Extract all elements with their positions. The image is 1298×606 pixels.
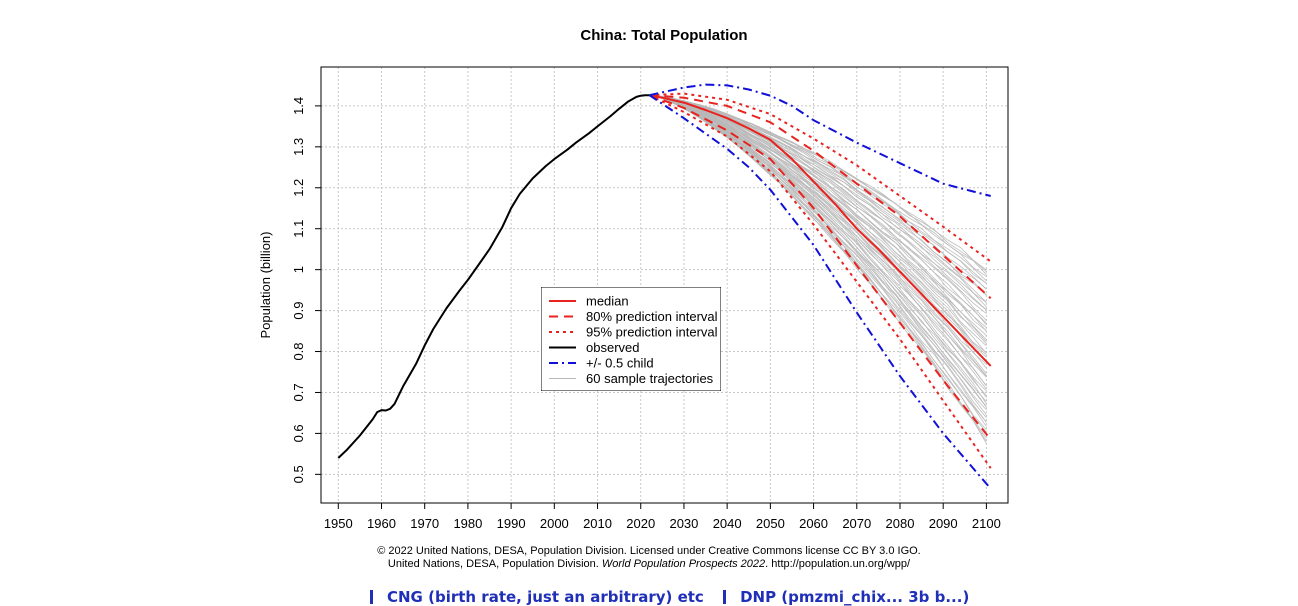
y-tick-label: 1 xyxy=(291,266,306,273)
sample-trajectory xyxy=(649,94,987,290)
sample-trajectory xyxy=(649,94,987,336)
y-tick-label: 1.3 xyxy=(291,138,306,156)
y-axis: 0.5 0.6 0.7 0.8 0.9 1 1.1 1.2 1.3 1.4 xyxy=(291,97,321,483)
x-axis: 1950 1960 1970 1980 1990 2000 2010 2020 2030 2040… xyxy=(324,503,1001,531)
source-suffix: . http://population.un.org/wpp/ xyxy=(765,558,911,570)
x-tick-label: 1990 xyxy=(497,516,526,531)
sample-trajectory xyxy=(649,94,987,387)
sample-trajectory xyxy=(649,94,987,377)
legend-label: 95% prediction interval xyxy=(586,325,718,340)
x-tick-label: 2100 xyxy=(972,516,1001,531)
legend-label: 60 sample trajectories xyxy=(586,371,714,386)
series-80-lower xyxy=(649,94,992,441)
x-tick-label: 2020 xyxy=(626,516,655,531)
source-title: World Population Prospects 2022 xyxy=(601,558,766,570)
y-tick-label: 0.8 xyxy=(291,342,306,360)
data-series xyxy=(337,83,992,490)
x-tick-label: 2010 xyxy=(583,516,612,531)
sample-trajectory xyxy=(649,94,987,439)
x-tick-label: 2070 xyxy=(842,516,871,531)
sample-trajectory xyxy=(649,94,987,303)
sample-trajectory xyxy=(649,94,987,315)
y-tick-label: 1.4 xyxy=(291,97,306,115)
legend-label: 80% prediction interval xyxy=(586,309,718,324)
x-tick-label: 1960 xyxy=(367,516,396,531)
y-tick-label: 0.7 xyxy=(291,383,306,401)
series-observed xyxy=(337,94,650,459)
series-95-lower xyxy=(648,94,992,469)
x-tick-label: 2090 xyxy=(929,516,958,531)
legend-box xyxy=(541,287,721,391)
plot-frame xyxy=(320,66,1009,504)
y-axis-label: Population (billion) xyxy=(258,232,273,339)
x-tick-label: 1970 xyxy=(410,516,439,531)
series-95-upper xyxy=(649,92,992,263)
copyright-caption: © 2022 United Nations, DESA, Population … xyxy=(377,545,921,557)
x-tick-label: 1980 xyxy=(453,516,482,531)
source-prefix: United Nations, DESA, Population Divisio… xyxy=(387,558,602,570)
link-right[interactable]: DNP (pmzmi_chix... 3b b...) xyxy=(740,588,970,606)
y-tick-label: 0.5 xyxy=(291,465,306,483)
sample-trajectory xyxy=(649,94,987,277)
legend-label: median xyxy=(586,294,629,309)
chart-title: China: Total Population xyxy=(580,27,747,44)
sample-trajectory xyxy=(649,94,987,284)
x-tick-label: 2050 xyxy=(756,516,785,531)
sample-trajectory xyxy=(649,94,987,362)
y-tick-label: 0.9 xyxy=(291,302,306,320)
x-tick-label: 1950 xyxy=(324,516,353,531)
y-tick-label: 1.2 xyxy=(291,179,306,197)
legend-label: observed xyxy=(586,340,639,355)
series-0-5-child xyxy=(649,83,991,197)
population-chart: China: Total Population 1950 1960 1970 1980… xyxy=(258,27,1009,531)
source-caption: United Nations, DESA, Population Divisio… xyxy=(0,558,1298,570)
link-marker xyxy=(723,590,727,604)
x-tick-label: 2080 xyxy=(886,516,915,531)
y-tick-label: 0.6 xyxy=(291,424,306,442)
link-marker xyxy=(370,590,373,604)
x-tick-label: 2060 xyxy=(799,516,828,531)
x-tick-label: 2040 xyxy=(713,516,742,531)
x-tick-label: 2000 xyxy=(540,516,569,531)
bottom-links: CNG (birth rate, just an arbitrary) etc … xyxy=(370,588,969,606)
grid-lines xyxy=(321,67,1008,503)
series-80-upper xyxy=(649,94,992,300)
legend-label: +/- 0.5 child xyxy=(586,356,654,371)
series-median xyxy=(649,94,992,367)
sample-trajectory xyxy=(649,94,987,290)
x-tick-label: 2030 xyxy=(669,516,698,531)
link-left[interactable]: CNG (birth rate, just an arbitrary) etc xyxy=(387,588,704,606)
sample-trajectory xyxy=(649,94,987,353)
y-tick-label: 1.1 xyxy=(291,220,306,238)
